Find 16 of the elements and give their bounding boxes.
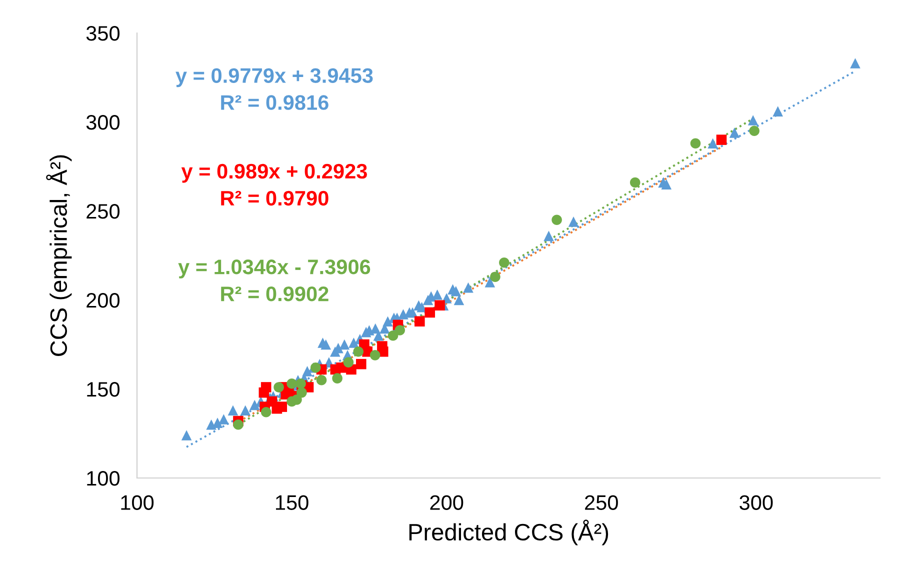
x-tick-label: 100 <box>121 495 154 510</box>
annotation: y = 0.9779x + 3.9453 R² = 0.9816 <box>176 68 373 110</box>
y-tick-label: 100 <box>87 471 120 486</box>
x-tick-label: 300 <box>740 495 773 510</box>
y-tick-label: 350 <box>86 26 120 41</box>
annotation: y = 1.0346x - 7.3906 R² = 0.9902 <box>178 260 370 302</box>
y-tick-label: 250 <box>86 204 120 219</box>
y-axis-title: CCS (empirical, Å²) <box>46 155 72 356</box>
x-tick-label: 250 <box>585 495 618 510</box>
y-tick-label: 300 <box>86 115 120 130</box>
x-tick-label: 150 <box>276 495 308 510</box>
x-tick-label: 200 <box>430 495 464 510</box>
x-axis-title: Predicted CCS (Å²) <box>409 520 608 546</box>
annotation: y = 0.989x + 0.2923 R² = 0.9790 <box>181 164 367 206</box>
y-tick-label: 200 <box>86 293 120 308</box>
y-tick-label: 150 <box>87 382 120 397</box>
